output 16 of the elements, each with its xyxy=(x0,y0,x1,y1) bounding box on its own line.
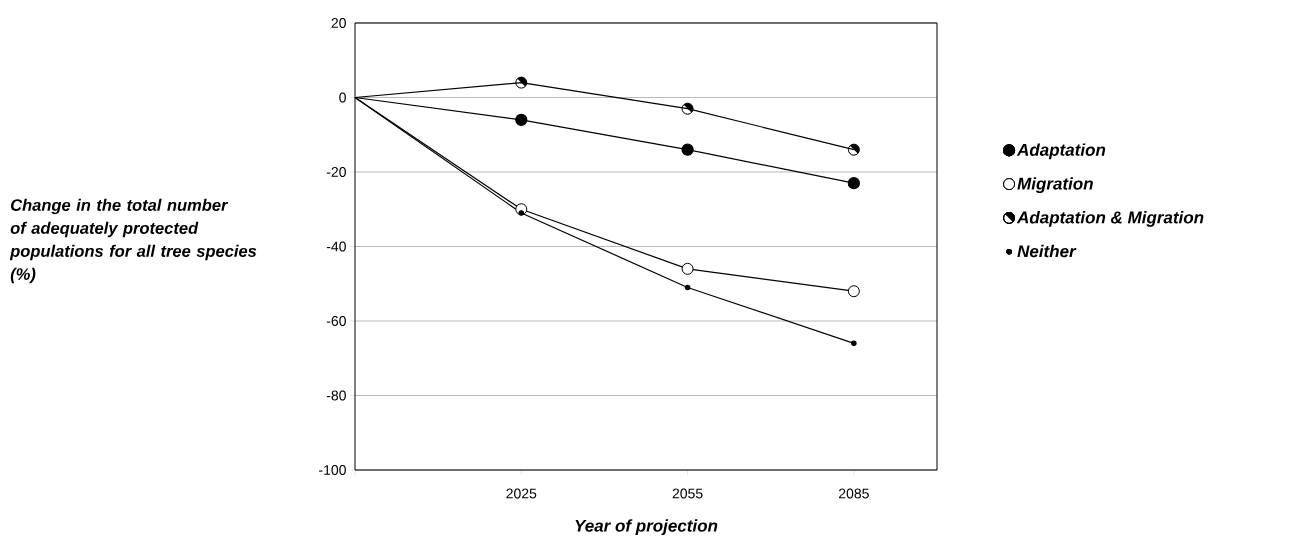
legend-label: Adaptation & Migration xyxy=(1016,211,1204,227)
y-tick-label: 20 xyxy=(331,18,346,28)
y-tick-label: -60 xyxy=(326,316,346,326)
x-axis-title: Year of projection xyxy=(575,519,718,536)
legend-label: Neither xyxy=(1017,244,1077,258)
x-tick-label: 2055 xyxy=(672,488,703,499)
legend-label: Adaptation xyxy=(1016,143,1106,160)
y-tick-label: -80 xyxy=(326,390,346,401)
legend-label: Migration xyxy=(1017,177,1093,194)
y-tick-label: -40 xyxy=(326,241,346,252)
y-tick-label: -100 xyxy=(319,465,346,475)
x-tick-label: 2025 xyxy=(506,488,537,499)
x-tick-label: 2085 xyxy=(839,488,869,499)
y-tick-label: 0 xyxy=(339,92,346,103)
y-tick-label: -20 xyxy=(326,167,346,177)
y-axis-title: Change in the total number of adequately protected populations for all tree species (%) xyxy=(9,198,257,284)
